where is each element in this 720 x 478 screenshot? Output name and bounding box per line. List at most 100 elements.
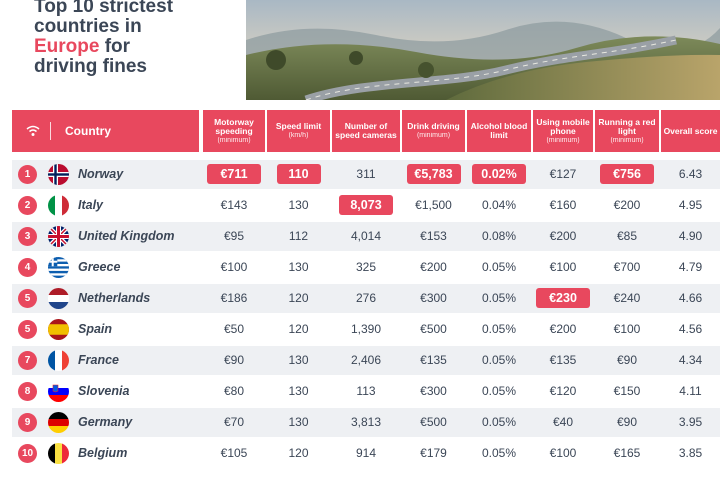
cell-value: 0.04% [481,198,517,212]
table-cell: €143 [203,191,265,220]
cell-value: 130 [288,198,309,212]
cell-value: €153 [420,229,447,243]
highlight-value: €5,783 [406,164,461,184]
cell-value: 4.56 [678,322,703,336]
table-cell: €179 [402,439,465,468]
cell-value: €90 [616,353,638,367]
header-col-0: Motorway speeding (minimum) [203,110,265,152]
cell-value: €100 [549,446,577,460]
cell-value: €120 [549,384,577,398]
country-name: Slovenia [78,384,130,398]
table-cell: 130 [267,253,330,282]
greece-flag-icon [48,257,69,278]
cell-value: 3.85 [678,446,703,460]
table-cell: 4.34 [661,346,720,375]
header-col-title: Motorway speeding [214,116,254,136]
table-cell: 6.43 [661,160,720,189]
table-cell: 276 [332,284,400,313]
title-area: Top 10 strictest countries in Europe for… [0,0,245,100]
cell-value: 3.95 [678,415,703,429]
table-cell: €756 [595,160,659,189]
table-cell: 311 [332,160,400,189]
highlight-value: €756 [600,164,654,184]
cell-value: €179 [420,446,447,460]
cell-value: 130 [288,353,309,367]
cell-value: 0.05% [481,291,517,305]
table-cell: €5,783 [402,160,465,189]
cell-value: 120 [288,291,309,305]
header-col-1: Speed limit (km/h) [267,110,330,152]
table-cell: €105 [203,439,265,468]
cell-value: €135 [549,353,577,367]
table-cell: 0.04% [467,191,531,220]
cell-value: €100 [549,260,577,274]
cell-value: €200 [613,198,641,212]
table-cell: €300 [402,284,465,313]
country-name: France [78,353,119,367]
rank-badge: 4 [18,258,37,277]
table-cell: 0.05% [467,408,531,437]
table-cell: €200 [533,315,593,344]
table-cell: 3.95 [661,408,720,437]
cell-value: €100 [613,322,641,336]
country-name: Spain [78,322,113,336]
table-cell: €90 [595,346,659,375]
cell-value: €40 [552,415,574,429]
table-cell: €500 [402,408,465,437]
header-col-sub: (minimum) [610,136,644,144]
table-cell: 3,813 [332,408,400,437]
rank-badge: 7 [18,351,37,370]
table-cell: €200 [595,191,659,220]
table-cell: €100 [203,253,265,282]
table-cell: 130 [267,346,330,375]
header-col-sub: (minimum) [217,136,251,144]
table-cell: 120 [267,439,330,468]
table-cell: €160 [533,191,593,220]
header-col-title: Speed limit [275,121,322,131]
cell-value: 130 [288,260,309,274]
cell-value: €186 [220,291,248,305]
cell-value: 113 [356,384,376,398]
table-header: Country Motorway speeding (minimum) Speed … [12,110,720,152]
table-row: 4 Greece €100 130 325 €200 0.05% €100 €700 4.79 [12,253,720,282]
header-col-4: Alcohol blood limit [467,110,531,152]
cell-value: €150 [613,384,641,398]
table-cell: €135 [402,346,465,375]
table-cell: 4.66 [661,284,720,313]
table-cell: 0.08% [467,222,531,251]
title-line-1: Top 10 strictest [34,0,174,17]
table-cell: €165 [595,439,659,468]
header-col-title: Running a red light [598,116,656,136]
header-col-title: Using mobile phone [536,116,590,136]
table-cell: 4.79 [661,253,720,282]
table-cell: €186 [203,284,265,313]
cell-value: 120 [288,322,309,336]
table-cell: €700 [595,253,659,282]
table-cell: €120 [533,377,593,406]
header-col-5: Using mobile phone (minimum) [533,110,593,152]
table-cell: €300 [402,377,465,406]
table-cell: 914 [332,439,400,468]
table-cell: €153 [402,222,465,251]
cell-value: 0.05% [481,322,517,336]
cell-value: 130 [288,415,309,429]
cell-value: €135 [420,353,447,367]
rank-badge: 5 [18,320,37,339]
table-cell: 0.02% [467,160,531,189]
header-country: Country [12,110,199,152]
cell-value: 3,813 [350,415,382,429]
table-cell: 120 [267,315,330,344]
header-col-sub: (minimum) [546,136,580,144]
table-cell: €100 [595,315,659,344]
table-cell: €230 [533,284,593,313]
cell-value: €500 [420,322,447,336]
header-col-title: Overall score [663,125,718,136]
uk-flag-icon [48,226,69,247]
cell-value: €240 [613,291,641,305]
table-cell: €127 [533,160,593,189]
table-cell: 2,406 [332,346,400,375]
table-cell: €200 [402,253,465,282]
table-cell: 130 [267,191,330,220]
table-row: 5 Spain €50 120 1,390 €500 0.05% €200 €100 4.56 [12,315,720,344]
table-cell: €200 [533,222,593,251]
